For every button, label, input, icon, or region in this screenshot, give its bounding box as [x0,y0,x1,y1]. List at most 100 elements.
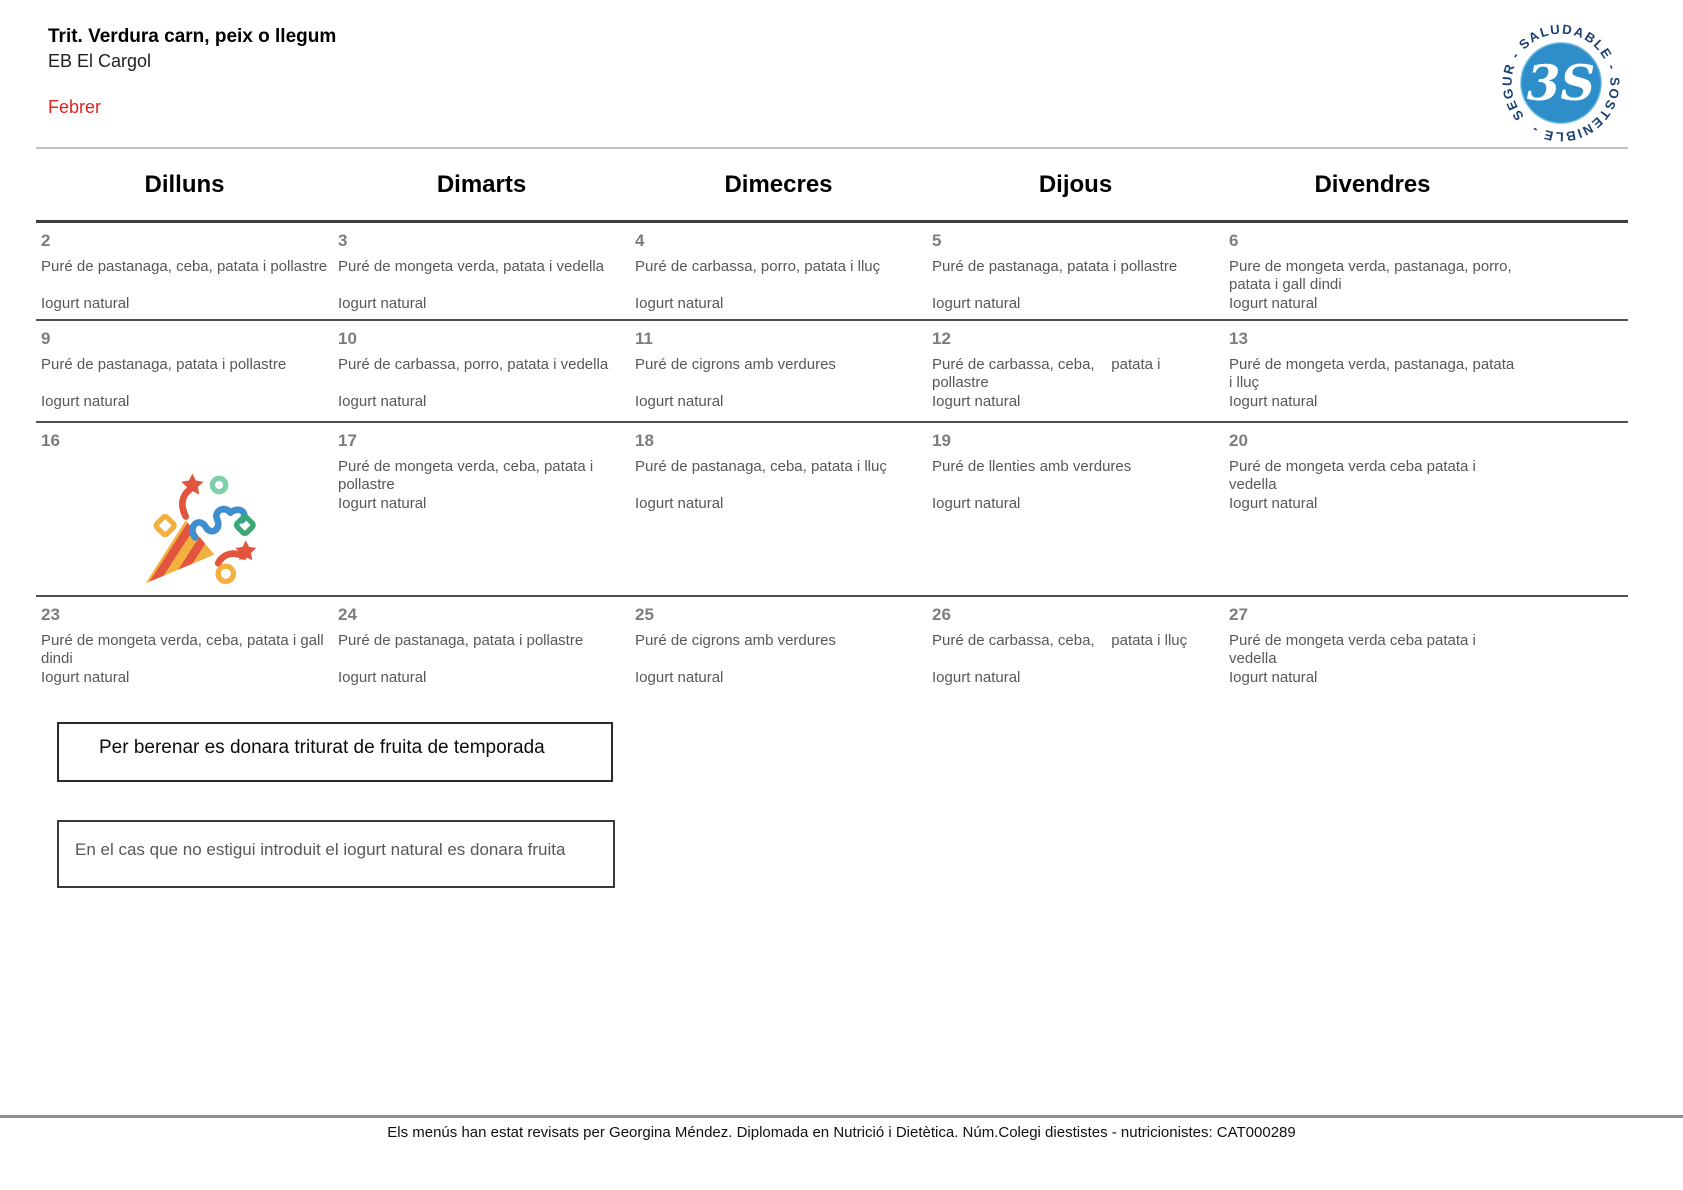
day-cell-4: 4 Puré de carbassa, porro, patata i lluç… [630,223,927,319]
day-cell-17: 17 Puré de mongeta verda, ceba, patata i… [333,423,630,595]
menu-dessert: Iogurt natural [932,295,1021,312]
school-name: EB El Cargol [48,51,152,71]
day-cell-5: 5 Puré de pastanaga, patata i pollastre … [927,223,1224,319]
weekday-header-row: Dilluns Dimarts Dimecres Dijous Divendre… [36,149,1628,223]
menu-dish: Puré de pastanaga, patata i pollastre [338,632,584,649]
day-cell-11: 11 Puré de cigrons amb verdures Iogurt n… [630,321,927,421]
day-cell-19: 19 Puré de llenties amb verdures Iogurt … [927,423,1224,595]
day-cell-2: 2 Puré de pastanaga, ceba, patata i poll… [36,223,333,319]
menu-dish: Puré de carbassa, porro, patata i lluç [635,258,881,275]
snack-note-box: Per berenar es donara triturat de fruita… [57,722,613,782]
menu-dessert: Iogurt natural [41,295,130,312]
snack-note-text: Per berenar es donara triturat de fruita… [99,737,545,758]
segur-saludable-sostenible-logo: SEGUR - SALUDABLE - SOSTENIBLE - 3S [1498,20,1624,146]
week-row-1: 2 Puré de pastanaga, ceba, patata i poll… [36,223,1628,321]
menu-dish: Puré de llenties amb verdures [932,458,1132,475]
day-cell-6: 6 Pure de mongeta verda, pastanaga, porr… [1224,223,1521,319]
day-number: 10 [338,329,357,348]
menu-dessert: Iogurt natural [1229,669,1318,686]
day-number: 17 [338,431,357,450]
day-header-dilluns: Dilluns [144,170,225,198]
menu-dish: Puré de pastanaga, patata i pollastre [932,258,1178,275]
menu-dessert: Iogurt natural [41,393,130,410]
day-number: 11 [635,329,653,348]
nutritionist-footer-note: Els menús han estat revisats per Georgin… [387,1124,1296,1141]
menu-dessert: Iogurt natural [41,669,130,686]
menu-dish: Puré de pastanaga, patata i pollastre [41,356,287,373]
day-cell-23: 23 Puré de mongeta verda, ceba, patata i… [36,597,333,715]
menu-dish: Puré de cigrons amb verdures [635,632,836,649]
day-header-dimecres: Dimecres [724,170,833,198]
week-row-2: 9 Puré de pastanaga, patata i pollastre … [36,321,1628,423]
menu-dessert: Iogurt natural [932,495,1021,512]
logo-circle [1521,43,1601,123]
day-number: 20 [1229,431,1248,450]
day-number: 27 [1229,605,1248,624]
day-header-dimarts: Dimarts [436,170,527,198]
menu-dessert: Iogurt natural [635,669,724,686]
menu-dessert: Iogurt natural [338,295,427,312]
menu-dessert: Iogurt natural [932,669,1021,686]
day-cell-25: 25 Puré de cigrons amb verdures Iogurt n… [630,597,927,715]
menu-dessert: Iogurt natural [338,669,427,686]
menu-calendar: Dilluns Dimarts Dimecres Dijous Divendre… [36,147,1628,715]
day-number: 26 [932,605,951,624]
month-label: Febrer [48,97,102,117]
day-cell-26: 26 Puré de carbassa, ceba, patata i lluç… [927,597,1224,715]
menu-dessert: Iogurt natural [635,495,724,512]
document-header: Trit. Verdura carn, peix o llegum EB El … [48,26,336,72]
menu-dish: Puré de mongeta verda, ceba, patata i po… [338,458,598,493]
day-cell-24: 24 Puré de pastanaga, patata i pollastre… [333,597,630,715]
menu-dessert: Iogurt natural [338,495,427,512]
menu-dish: Puré de carbassa, porro, patata i vedell… [338,356,609,373]
menu-dish: Puré de mongeta verda, patata i vedella [338,258,605,275]
week-row-3: 16 [36,423,1628,597]
day-cell-18: 18 Puré de pastanaga, ceba, patata i llu… [630,423,927,595]
day-number: 6 [1229,231,1239,250]
menu-dessert: Iogurt natural [932,393,1021,410]
menu-dish: Puré de mongeta verda, pastanaga, patata… [1229,356,1519,391]
day-number: 5 [932,231,942,250]
menu-dessert: Iogurt natural [1229,295,1318,312]
day-number: 25 [635,605,654,624]
party-popper-icon [145,473,257,584]
day-cell-13: 13 Puré de mongeta verda, pastanaga, pat… [1224,321,1521,421]
menu-dessert: Iogurt natural [338,393,427,410]
week-row-4: 23 Puré de mongeta verda, ceba, patata i… [36,597,1628,715]
day-number: 9 [41,329,51,348]
menu-dish: Puré de pastanaga, ceba, patata i lluç [635,458,887,475]
day-cell-9: 9 Puré de pastanaga, patata i pollastre … [36,321,333,421]
menu-dish: Puré de carbassa, ceba, patata i lluç [932,632,1188,649]
day-cell-16: 16 [36,423,333,595]
menu-title: Trit. Verdura carn, peix o llegum [48,26,337,47]
footer-divider [0,1115,1683,1118]
day-number: 13 [1229,329,1248,348]
day-number: 4 [635,231,645,250]
day-number: 2 [41,231,51,250]
logo-center-text: 3S [1527,56,1595,112]
day-cell-3: 3 Puré de mongeta verda, patata i vedell… [333,223,630,319]
menu-dish: Puré de carbassa, ceba, patata i pollast… [932,356,1165,391]
menu-dish: Puré de mongeta verda, ceba, patata i ga… [41,632,328,667]
day-number: 24 [338,605,357,624]
day-cell-20: 20 Puré de mongeta verda ceba patata i v… [1224,423,1521,595]
day-number: 18 [635,431,654,450]
menu-dessert: Iogurt natural [635,295,724,312]
day-cell-10: 10 Puré de carbassa, porro, patata i ved… [333,321,630,421]
day-header-dijous: Dijous [1038,170,1113,198]
yogurt-note-text: En el cas que no estigui introduit el io… [75,840,566,859]
menu-dish: Puré de pastanaga, ceba, patata i pollas… [41,258,328,275]
day-number: 16 [41,431,60,450]
menu-dish: Puré de mongeta verda ceba patata i vede… [1229,458,1481,493]
day-header-divendres: Divendres [1314,170,1431,198]
day-number: 19 [932,431,951,450]
menu-dish: Puré de mongeta verda ceba patata i vede… [1229,632,1481,667]
day-number: 23 [41,605,60,624]
menu-dish: Puré de cigrons amb verdures [635,356,836,373]
menu-dessert: Iogurt natural [1229,393,1318,410]
day-number: 3 [338,231,348,250]
day-cell-27: 27 Puré de mongeta verda ceba patata i v… [1224,597,1521,715]
menu-dessert: Iogurt natural [635,393,724,410]
menu-dessert: Iogurt natural [1229,495,1318,512]
yogurt-note-box: En el cas que no estigui introduit el io… [57,820,615,888]
